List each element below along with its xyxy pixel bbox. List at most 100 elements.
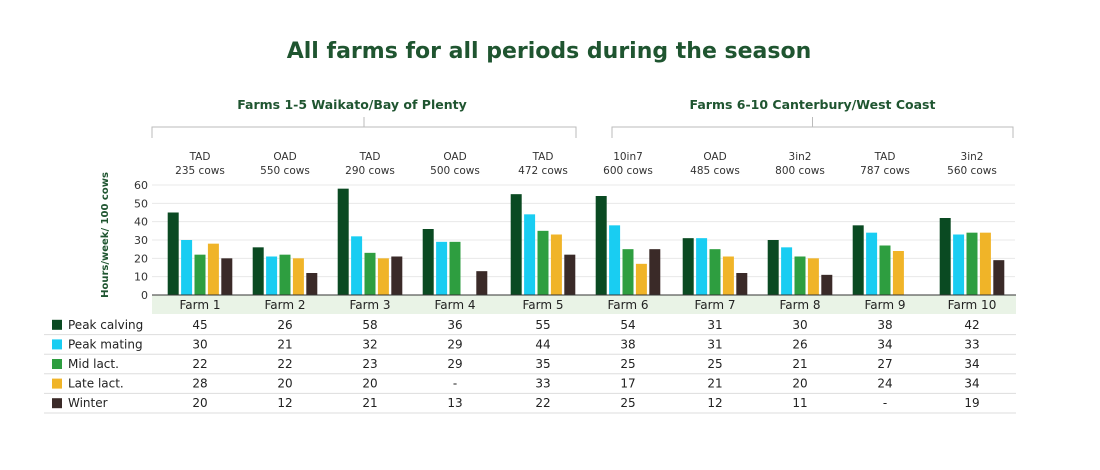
farm-herd-label: 472 cows [518, 165, 568, 177]
table-cell: 34 [964, 377, 979, 391]
y-tick-label: 60 [134, 179, 148, 192]
table-cell: 29 [447, 357, 462, 371]
farm-type-label: TAD [189, 151, 211, 163]
bar-late-lact--6 [635, 263, 647, 295]
table-cell: 38 [877, 318, 892, 332]
data-table: Farm 1 Farm 2 Farm 3 Farm 4 Farm 5 Farm 6 Farm… [44, 294, 1016, 414]
farm-herd-label: 550 cows [260, 165, 310, 177]
bar-winter-7 [736, 273, 748, 295]
bar-mid-lact--8 [794, 256, 806, 295]
table-cell: 12 [707, 396, 722, 410]
bar-winter-2 [306, 273, 318, 295]
legend-swatch [52, 339, 62, 350]
table-cell: 33 [535, 377, 550, 391]
y-axis-label: Hours/week/ 100 cows [100, 172, 111, 298]
table-cell: 58 [362, 318, 377, 332]
table-cell: 55 [535, 318, 550, 332]
table-cell: 11 [792, 396, 807, 410]
bar-peak-mating-10 [953, 234, 965, 295]
y-tick-label: 20 [134, 252, 148, 265]
bar-late-lact--8 [807, 258, 819, 295]
farm-label: Farm 5 [522, 298, 563, 312]
bar-late-lact--2 [292, 258, 304, 295]
farm-herd-label: 560 cows [947, 165, 997, 177]
y-axis: 0 10 20 30 40 50 60 [134, 179, 148, 302]
table-cell: - [883, 396, 887, 410]
bar-winter-3 [391, 256, 403, 295]
legend-label: Winter [68, 396, 108, 410]
bar-winter-4 [476, 271, 488, 295]
bar-peak-calving-2 [252, 247, 264, 295]
table-cell: 20 [277, 377, 292, 391]
farm-label: Farm 4 [434, 298, 475, 312]
farm-herd-label: 787 cows [860, 165, 910, 177]
table-cell: 22 [535, 396, 550, 410]
bar-mid-lact--10 [966, 232, 978, 295]
table-cell: 34 [877, 337, 892, 351]
farm-type-label: 10in7 [613, 151, 643, 163]
bar-peak-mating-8 [781, 247, 793, 295]
farm-type-labels: TAD 235 cows OAD 550 cows TAD 290 cows OAD 500 … [175, 151, 997, 177]
table-cell: 25 [620, 357, 635, 371]
farm-label: Farm 2 [264, 298, 305, 312]
y-tick-label: 0 [141, 289, 148, 302]
table-cell: 28 [192, 377, 207, 391]
table-cell: 25 [707, 357, 722, 371]
farm-type-label: OAD [703, 151, 726, 163]
bar-mid-lact--7 [709, 249, 721, 295]
legend-swatch [52, 319, 62, 330]
y-tick-label: 50 [134, 197, 148, 210]
legend-label: Peak mating [68, 337, 143, 351]
bar-winter-6 [649, 249, 661, 295]
table-cell: 31 [707, 337, 722, 351]
legend-swatch [52, 398, 62, 409]
bar-late-lact--7 [722, 256, 734, 295]
table-cell: 34 [964, 357, 979, 371]
table-cell: 13 [447, 396, 462, 410]
table-cell: 22 [192, 357, 207, 371]
bar-winter-10 [993, 260, 1005, 295]
bar-peak-calving-8 [767, 240, 779, 295]
table-cell: 22 [277, 357, 292, 371]
table-cell: 33 [964, 337, 979, 351]
bar-peak-calving-3 [337, 188, 349, 295]
group-brackets: Farms 1-5 Waikato/Bay of Plenty Farms 6-1… [151, 97, 1014, 138]
table-cell: 21 [707, 377, 722, 391]
farm-label: Farm 3 [349, 298, 390, 312]
table-cell: 23 [362, 357, 377, 371]
farm-type-label: 3in2 [789, 151, 812, 163]
bar-late-lact--9 [892, 251, 904, 295]
table-cell: 20 [362, 377, 377, 391]
farm-label: Farm 8 [779, 298, 820, 312]
bar-winter-1 [221, 258, 233, 295]
bar-mid-lact--5 [537, 230, 549, 295]
table-cell: 42 [964, 318, 979, 332]
group-bracket [151, 126, 577, 138]
farm-label: Farm 9 [864, 298, 905, 312]
farm-herd-label: 800 cows [775, 165, 825, 177]
farm-type-label: OAD [273, 151, 296, 163]
table-cell: 24 [877, 377, 892, 391]
bar-mid-lact--6 [622, 249, 634, 295]
legend-label: Late lact. [68, 377, 124, 391]
table-cell: 45 [192, 318, 207, 332]
bar-mid-lact--1 [194, 254, 206, 295]
table-cell: 17 [620, 377, 635, 391]
table-cell: 20 [792, 377, 807, 391]
farm-herd-label: 485 cows [690, 165, 740, 177]
table-cell: 26 [277, 318, 292, 332]
y-tick-label: 30 [134, 234, 148, 247]
bar-peak-calving-9 [852, 225, 864, 295]
chart-title: All farms for all periods during the sea… [287, 39, 812, 64]
table-cell: 21 [362, 396, 377, 410]
table-cell: 27 [877, 357, 892, 371]
bar-late-lact--10 [979, 232, 991, 295]
bar-peak-calving-1 [167, 212, 179, 295]
table-cell: 36 [447, 318, 462, 332]
farm-label: Farm 1 [179, 298, 220, 312]
y-tick-label: 40 [134, 216, 148, 229]
table-cell: 26 [792, 337, 807, 351]
bars [167, 188, 1005, 295]
bar-peak-mating-1 [181, 240, 193, 295]
